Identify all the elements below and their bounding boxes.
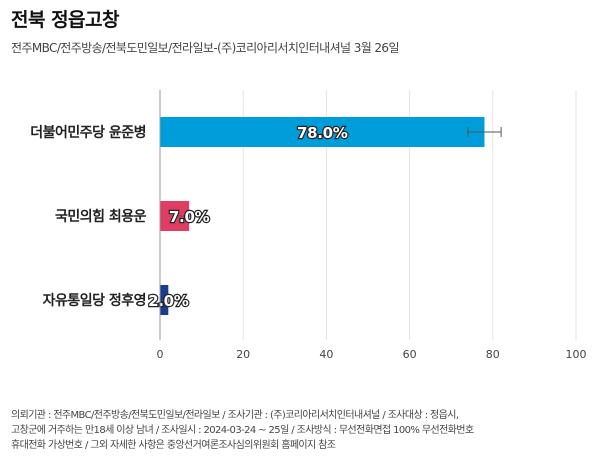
x-tick-label: 20 <box>236 348 250 361</box>
x-tick-label: 60 <box>403 348 417 361</box>
bar <box>160 117 485 147</box>
survey-footnote: 의뢰기관 : 전주MBC/전주방송/전북도민일보/전라일보 / 조사기관 : (… <box>11 408 591 453</box>
footnote-line: 고창군에 거주하는 만18세 이상 남녀 / 조사일시 : 2024-03-24… <box>11 425 474 436</box>
x-tick-label: 0 <box>157 348 164 361</box>
x-tick-label: 80 <box>486 348 500 361</box>
category-label: 더불어민주당 윤준병 <box>30 124 146 141</box>
bar-chart: 더불어민주당 윤준병 78.0% 국민의힘 최용운 7.0% 자유통일당 정후영 2.0%… <box>30 90 587 361</box>
chart-subtitle: 전주MBC/전주방송/전북도민일보/전라일보-(주)코리아리서치인터내셔널 3월… <box>11 41 400 55</box>
data-label: 2.0% <box>148 292 189 310</box>
footnote-line: 의뢰기관 : 전주MBC/전주방송/전북도민일보/전라일보 / 조사기관 : (… <box>11 410 459 421</box>
category-label: 자유통일당 정후영 <box>43 292 146 309</box>
data-label: 78.0% <box>297 124 348 142</box>
data-label: 7.0% <box>169 208 210 226</box>
bar <box>160 285 169 315</box>
footnote-line: 휴대전화 가상번호 / 그외 자세한 사항은 중앙선거여론조사심의위원회 홈페이… <box>11 440 336 451</box>
category-label: 국민의힘 최용운 <box>55 208 147 225</box>
x-tick-label: 100 <box>566 348 587 361</box>
x-tick-label: 40 <box>319 348 333 361</box>
chart-title: 전북 정읍고창 <box>11 9 120 31</box>
